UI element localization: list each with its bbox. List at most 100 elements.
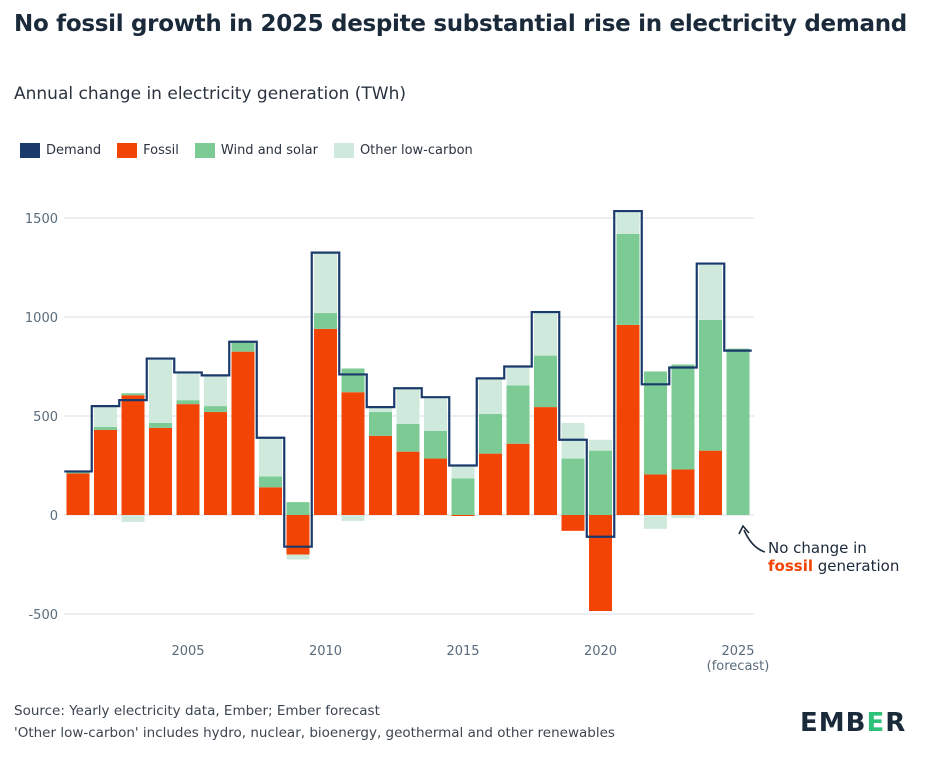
bar-wind-solar (176, 400, 200, 405)
bar-wind-solar (671, 364, 695, 470)
legend: Demand Fossil Wind and solar Other low-c… (20, 143, 473, 158)
bar-other-low-carbon (644, 515, 667, 529)
x-tick-label: 2005 (171, 644, 204, 659)
bar-other-low-carbon (424, 397, 447, 431)
bar-other-low-carbon (369, 408, 392, 413)
bar-fossil (671, 469, 695, 515)
bar-other-low-carbon (314, 253, 337, 314)
bar-wind-solar (121, 393, 145, 396)
y-tick-label: 1500 (25, 212, 58, 227)
legend-item-wind-solar: Wind and solar (194, 143, 318, 158)
bar-fossil (479, 453, 502, 515)
bar-other-low-carbon (616, 212, 640, 234)
bar-other-low-carbon (451, 464, 475, 479)
bar-fossil (341, 392, 365, 515)
bar-fossil (231, 351, 255, 515)
bar-other-low-carbon (534, 312, 557, 356)
bar-fossil (534, 407, 557, 515)
legend-item-other-low-carbon: Other low-carbon (333, 143, 473, 158)
annotation-arrow (743, 529, 766, 553)
legend-label-other-low-carbon: Other low-carbon (359, 143, 473, 158)
bar-wind-solar (396, 423, 420, 452)
bar-fossil (451, 515, 475, 516)
bar-wind-solar (314, 313, 337, 329)
bar-fossil (644, 474, 667, 515)
annotation-highlight: fossil (768, 557, 813, 575)
bar-wind-solar (616, 233, 640, 325)
bar-wind-solar (561, 458, 585, 515)
bar-fossil (424, 458, 447, 515)
bar-other-low-carbon (506, 367, 530, 386)
bar-other-low-carbon (149, 359, 172, 423)
bar-other-low-carbon (121, 515, 145, 522)
logo-text-accent: E (866, 708, 886, 738)
logo-text-end: R (885, 708, 907, 738)
ember-logo: EMBER (800, 708, 906, 738)
bar-fossil (699, 450, 722, 515)
bar-fossil (589, 515, 612, 612)
bar-wind-solar (534, 355, 557, 408)
bar-wind-solar (149, 422, 172, 428)
bar-wind-solar (699, 319, 722, 451)
bar-wind-solar (644, 371, 667, 475)
bar-wind-solar (506, 385, 530, 444)
x-tick-label: 2015 (446, 644, 479, 659)
bar-fossil (176, 404, 200, 515)
x-tick-sublabel: (forecast) (707, 659, 770, 674)
bar-wind-solar (479, 414, 502, 454)
bar-wind-solar (259, 476, 282, 488)
footer: Source: Yearly electricity data, Ember; … (14, 700, 615, 744)
bar-wind-solar (66, 472, 90, 474)
bar-chart: -500 0 500 1000 1500 2005 2010 2015 2020 2025(for… (25, 209, 899, 674)
bar-wind-solar (424, 430, 447, 459)
chart-title: No fossil growth in 2025 despite substan… (14, 11, 907, 37)
legend-swatch-demand (20, 143, 40, 158)
bar-other-low-carbon (286, 554, 310, 560)
definition-note: 'Other low-carbon' includes hydro, nucle… (14, 725, 615, 741)
x-tick-label: 2020 (584, 644, 617, 659)
bar-other-low-carbon (479, 378, 502, 415)
legend-label-fossil: Fossil (143, 143, 179, 158)
chart-subtitle: Annual change in electricity generation … (14, 84, 407, 104)
annotation-line2: fossil generation (768, 557, 899, 575)
bar-other-low-carbon (204, 376, 227, 407)
source-note: Source: Yearly electricity data, Ember; … (14, 703, 380, 719)
legend-swatch-other-low-carbon (333, 143, 354, 158)
bar-fossil (314, 328, 337, 515)
bar-wind-solar (204, 406, 227, 413)
annotation-arrowhead (738, 524, 750, 535)
bar-fossil (204, 412, 227, 515)
bar-fossil (616, 324, 640, 515)
legend-item-fossil: Fossil (117, 143, 179, 158)
bar-fossil (94, 429, 117, 515)
bar-other-low-carbon (94, 407, 117, 427)
legend-swatch-wind-solar (194, 143, 215, 158)
y-tick-label: 0 (50, 509, 58, 524)
bar-fossil (149, 427, 172, 515)
y-tick-label: 500 (33, 410, 58, 425)
bar-fossil (506, 443, 530, 515)
bar-other-low-carbon (176, 372, 200, 401)
legend-label-demand: Demand (46, 143, 102, 158)
bar-wind-solar (589, 450, 612, 515)
legend-item-demand: Demand (20, 143, 101, 158)
bar-wind-solar (451, 478, 475, 515)
bar-fossil (369, 435, 392, 515)
bar-other-low-carbon (699, 264, 722, 320)
bar-other-low-carbon (396, 388, 420, 424)
bar-fossil (561, 515, 585, 531)
logo-text-start: EMB (800, 708, 867, 738)
bar-fossil (396, 451, 420, 515)
legend-swatch-fossil (117, 143, 138, 158)
annotation-rest: generation (813, 557, 899, 575)
bar-fossil (121, 395, 145, 515)
bar-wind-solar (94, 426, 117, 430)
y-tick-label: -500 (28, 608, 58, 623)
bar-fossil (259, 487, 282, 515)
bar-other-low-carbon (341, 515, 365, 521)
bar-wind-solar (369, 412, 392, 436)
demand-line (64, 209, 752, 548)
bar-fossil (66, 473, 90, 515)
bar-other-low-carbon (259, 437, 282, 477)
bar-fossil (286, 515, 310, 555)
